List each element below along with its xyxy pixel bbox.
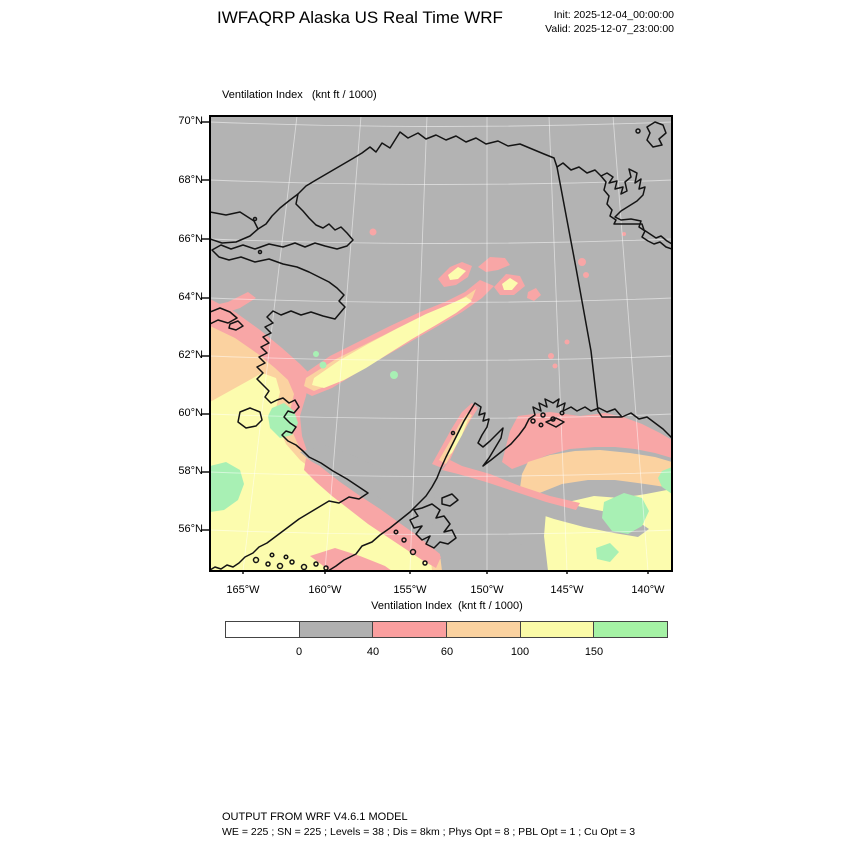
lon-tick-label: 165°W — [226, 584, 260, 596]
coastline-layer — [210, 121, 672, 571]
lat-tick-label: 62°N — [178, 349, 203, 361]
lat-tick-label: 70°N — [178, 115, 203, 127]
axis-ticks — [201, 121, 649, 574]
colorbar-cell — [373, 622, 448, 637]
lat-tick-label: 64°N — [178, 291, 203, 303]
lat-tick-label: 66°N — [178, 233, 203, 245]
lon-tick-label: 140°W — [631, 584, 665, 596]
lat-tick-label: 58°N — [178, 465, 203, 477]
lon-tick-label: 145°W — [550, 584, 584, 596]
colorbar-cell — [520, 622, 595, 637]
valid-time-label: Valid: 2025-12-07_23:00:00 — [545, 23, 674, 35]
lat-tick-label: 60°N — [178, 407, 203, 419]
colorbar-tick-label: 150 — [584, 646, 604, 658]
map-frame — [201, 115, 673, 574]
run-times: Init: 2025-12-04_00:00:00 Valid: 2025-12… — [545, 8, 674, 36]
lat-tick-label: 56°N — [178, 523, 203, 535]
colorbar-cell — [594, 622, 668, 637]
colorbar-cell — [447, 622, 521, 637]
colorbar-tick-label: 40 — [366, 646, 380, 658]
lat-tick-label: 68°N — [178, 174, 203, 186]
colorbar-tick-label: 100 — [510, 646, 530, 658]
colorbar-cell — [226, 622, 300, 637]
footer-config-line: WE = 225 ; SN = 225 ; Levels = 38 ; Dis … — [222, 826, 636, 838]
lon-tick-label: 155°W — [393, 584, 427, 596]
colorbar-cell — [299, 622, 374, 637]
vi-field-layer — [210, 228, 672, 571]
page-title: IWFAQRP Alaska US Real Time WRF — [217, 8, 503, 27]
alaska-map-plot — [201, 115, 673, 574]
colorbar — [225, 621, 668, 638]
graticule-layer — [210, 116, 672, 571]
colorbar-tick-label: 60 — [440, 646, 454, 658]
init-time-label: Init: 2025-12-04_00:00:00 — [553, 9, 674, 21]
lon-tick-label: 160°W — [308, 584, 342, 596]
field-title: Ventilation Index (knt ft / 1000) — [222, 89, 377, 101]
colorbar-tick-label: 0 — [295, 646, 303, 658]
colorbar-title: Ventilation Index (knt ft / 1000) — [371, 600, 523, 612]
footer-model-line: OUTPUT FROM WRF V4.6.1 MODEL — [222, 811, 408, 823]
lon-tick-label: 150°W — [470, 584, 504, 596]
